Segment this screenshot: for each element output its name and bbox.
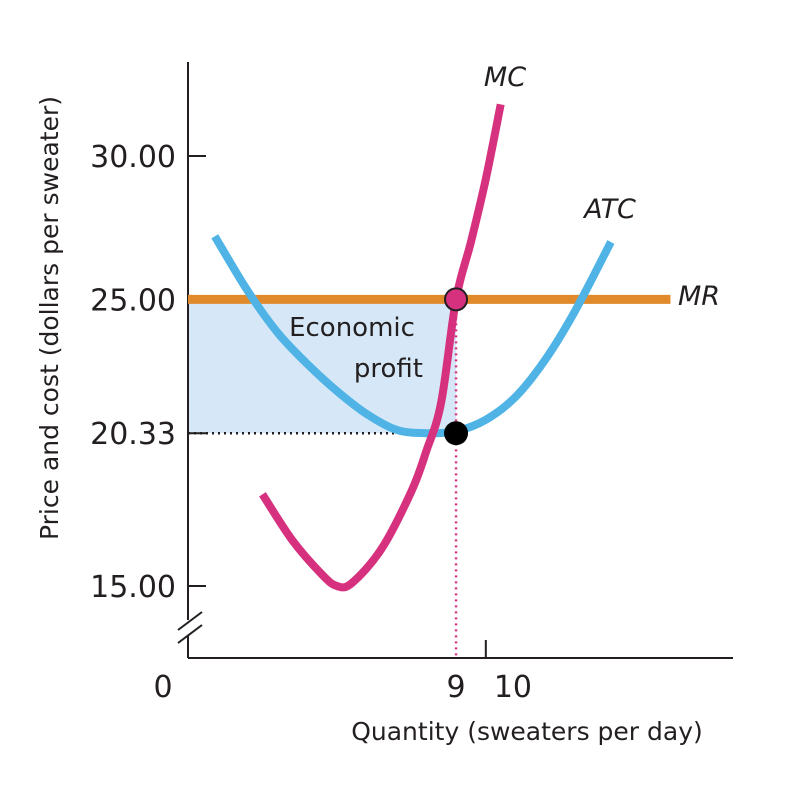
axis-break-mark-lower — [177, 624, 203, 644]
economic-profit-label-line2: profit — [354, 354, 423, 384]
mr-curve-label: MR — [678, 281, 720, 312]
ticks-layer: 15.00 20.33 25.00 30.00 9 10 — [90, 140, 532, 705]
axis-break-mark-upper — [177, 611, 203, 631]
curves-layer — [188, 103, 671, 592]
y-tick-label: 15.00 — [90, 570, 176, 605]
origin-label: 0 — [153, 670, 172, 705]
profit-max-point-mr-mc — [444, 287, 469, 312]
economic-profit-label-line1: Economic — [289, 313, 415, 343]
x-axis-title: Quantity (sweaters per day) — [351, 717, 703, 746]
atc-curve — [211, 234, 615, 438]
points-layer — [444, 287, 469, 446]
atc-curve-label: ATC — [582, 194, 636, 225]
y-tick-label: 30.00 — [90, 140, 176, 175]
mc-curve — [259, 103, 505, 592]
economic-profit-region-layer — [188, 299, 457, 434]
economic-profit-area — [188, 299, 457, 434]
x-tick-label: 9 — [446, 670, 465, 705]
x-tick-label: 10 — [494, 670, 532, 705]
y-tick-label: 25.00 — [90, 283, 176, 318]
y-tick-label: 20.33 — [90, 417, 176, 452]
atc-point-at-q9 — [444, 421, 469, 446]
y-axis-title: Price and cost (dollars per sweater) — [35, 96, 64, 540]
mc-curve-label: MC — [484, 62, 526, 93]
